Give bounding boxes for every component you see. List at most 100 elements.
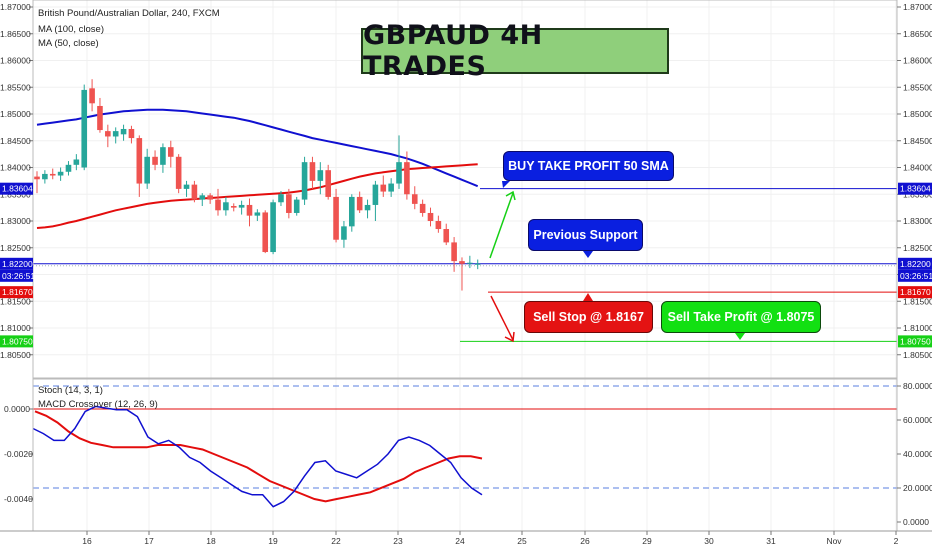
countdown-badge: 03:26:51 [900,271,932,281]
price-tick-label-left: 1.85500 [0,82,31,92]
sell-tp-badge-bg [898,335,932,348]
indicator-gridlines [86,379,897,531]
price-tick-label-left: 1.85000 [0,109,31,119]
macd-tick-label: -0.0020 [4,449,33,459]
ma100-legend[interactable]: MA (100, close) [38,24,104,35]
previous-support-callout: Previous Support [528,219,643,251]
candle-body [152,156,158,165]
time-tick-label: 31 [766,536,776,546]
sell-stop-callout-pointer [583,293,593,301]
ma50-legend[interactable]: MA (50, close) [38,38,99,49]
ma-level-badge-bg [898,182,932,195]
countdown-badge-left-bg [0,269,33,282]
stoch-tick-label: 20.0000 [903,483,932,493]
candle-body [238,204,245,208]
candle-body [451,242,457,262]
indicator-pane-frame [32,378,898,532]
price-tick-label: 1.87000 [903,2,932,12]
candle-body [128,128,135,139]
candle-body [167,147,174,157]
ma-level-badge-left: 1.83604 [2,184,33,194]
candle-body [97,105,103,131]
price-tick-label: 1.80500 [903,350,932,360]
time-tick-label: 2 [894,536,899,546]
price-tick-label: 1.81500 [903,296,932,306]
chart-title-banner: GBPAUD 4H TRADES [361,20,669,82]
candle-body [341,226,347,240]
time-tick-label: 29 [642,536,652,546]
buy-arrow-head [505,190,516,201]
trade-arrows [489,181,745,343]
sell-tp-badge-left-bg [0,335,33,348]
price-tick-label: 1.86000 [903,56,932,66]
price-tick-label: 1.84000 [903,163,932,173]
sell-stop-badge: 1.81670 [900,287,931,297]
time-tick-label: 18 [206,536,216,546]
sell-tp-badge: 1.80750 [900,336,931,346]
time-tick-label: 30 [704,536,714,546]
candle-body [309,162,316,181]
stoch-tick-label: 80.0000 [903,381,932,391]
sell-tp-badge-left: 1.80750 [2,336,33,346]
macd-legend[interactable]: MACD Crossover (12, 26, 9) [38,399,158,410]
current-price-badge-bg [898,257,932,270]
candle-body [230,206,237,208]
ma-level-badge-left-bg [0,182,33,195]
candle-body [419,203,426,213]
candle-body [34,176,40,180]
current-price-badge: 1.82200 [900,259,931,269]
candle-body [467,262,473,264]
stoch-tick-label: 0.0000 [903,517,929,527]
candle-body [199,195,206,200]
stoch-legend[interactable]: Stoch (14, 3, 1) [38,385,103,396]
price-tick-label-left: 1.86000 [0,56,31,66]
sell-stop-badge-bg [898,286,932,299]
stoch-line [32,405,483,508]
candle-body [175,156,182,189]
candle-body [270,202,276,253]
current-price-badge-left-bg [0,257,33,270]
time-tick-label: 17 [144,536,154,546]
candle-body [325,170,331,197]
candle-body [254,212,261,216]
buy-arrow [489,192,514,259]
price-tick-label-left: 1.84000 [0,163,31,173]
price-tick-label: 1.83000 [903,216,932,226]
candle-body [356,196,363,211]
candle-body [191,184,198,200]
candle-body [105,131,111,137]
candle-body [349,196,355,227]
candlestick-series [34,79,481,291]
time-tick-label: 25 [517,536,527,546]
price-tick-label-left: 1.83000 [0,216,31,226]
candle-body [160,147,166,165]
price-tick-label-left: 1.81000 [0,323,31,333]
time-tick-label: 23 [393,536,403,546]
candle-body [120,128,127,135]
symbol-legend[interactable]: British Pound/Australian Dollar, 240, FX… [38,8,220,19]
macd-tick-label: 0.0000 [4,404,30,414]
price-tick-label-left: 1.81500 [0,296,31,306]
candle-body [262,212,269,253]
candle-body [293,199,300,213]
price-tick-label-left: 1.84500 [0,136,31,146]
sell-arrow-head [504,331,515,343]
candle-body [207,195,213,200]
price-tick-label-left: 1.82500 [0,243,31,253]
candle-body [459,261,465,264]
support-callout-pointer [583,251,593,258]
candle-body [427,212,434,221]
candle-body [435,221,442,230]
candle-body [136,138,143,184]
candle-body [89,88,95,104]
candle-body [42,173,48,180]
sell-tp-callout-pointer [735,333,745,340]
candle-body [372,184,379,205]
macd-line [34,410,483,503]
stoch-tick-label: 40.0000 [903,449,932,459]
sell-arrow [490,295,514,341]
candle-body [317,170,324,181]
candle-body [278,194,284,203]
candle-body [404,162,410,195]
